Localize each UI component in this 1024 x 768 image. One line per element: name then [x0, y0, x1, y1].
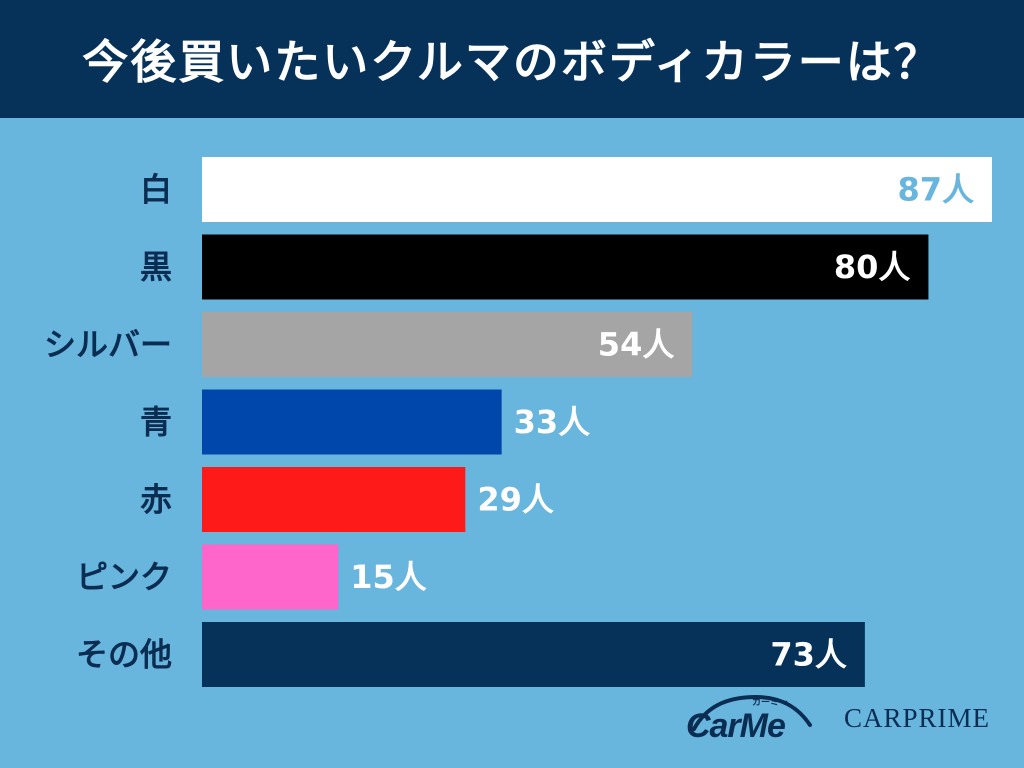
chart-title: 今後買いたいクルマのボディカラーは？ [82, 35, 942, 89]
value-label: 29人 [477, 481, 554, 519]
bar [202, 544, 339, 610]
category-label: 黒 [140, 248, 172, 286]
category-label: シルバー [44, 326, 172, 364]
bar [202, 622, 865, 687]
value-label: 73人 [770, 636, 847, 674]
logos: カーミー CarMe CARPRIME [686, 688, 990, 748]
title-bar: 今後買いたいクルマのボディカラーは？ [0, 0, 1024, 118]
value-label: 54人 [598, 326, 675, 364]
carme-wordmark: CarMe [685, 707, 786, 745]
value-label: 33人 [514, 403, 591, 441]
category-label: 青 [140, 403, 172, 441]
category-label: ピンク [76, 558, 172, 596]
carprime-wordmark: CARPRIME [843, 702, 990, 733]
category-label: その他 [76, 636, 172, 674]
bar [202, 389, 502, 455]
carme-logo: カーミー CarMe [686, 689, 816, 747]
category-label: 赤 [140, 481, 172, 519]
carme-sub-label: カーミー [751, 698, 788, 708]
value-label: 15人 [350, 558, 427, 596]
value-label: 80人 [834, 248, 911, 286]
car-outline-icon [691, 694, 812, 731]
bar [202, 157, 992, 222]
category-label: 白 [140, 171, 172, 209]
bar [202, 312, 693, 377]
value-label: 87人 [897, 171, 974, 209]
bar [202, 234, 929, 300]
bar [202, 467, 466, 532]
